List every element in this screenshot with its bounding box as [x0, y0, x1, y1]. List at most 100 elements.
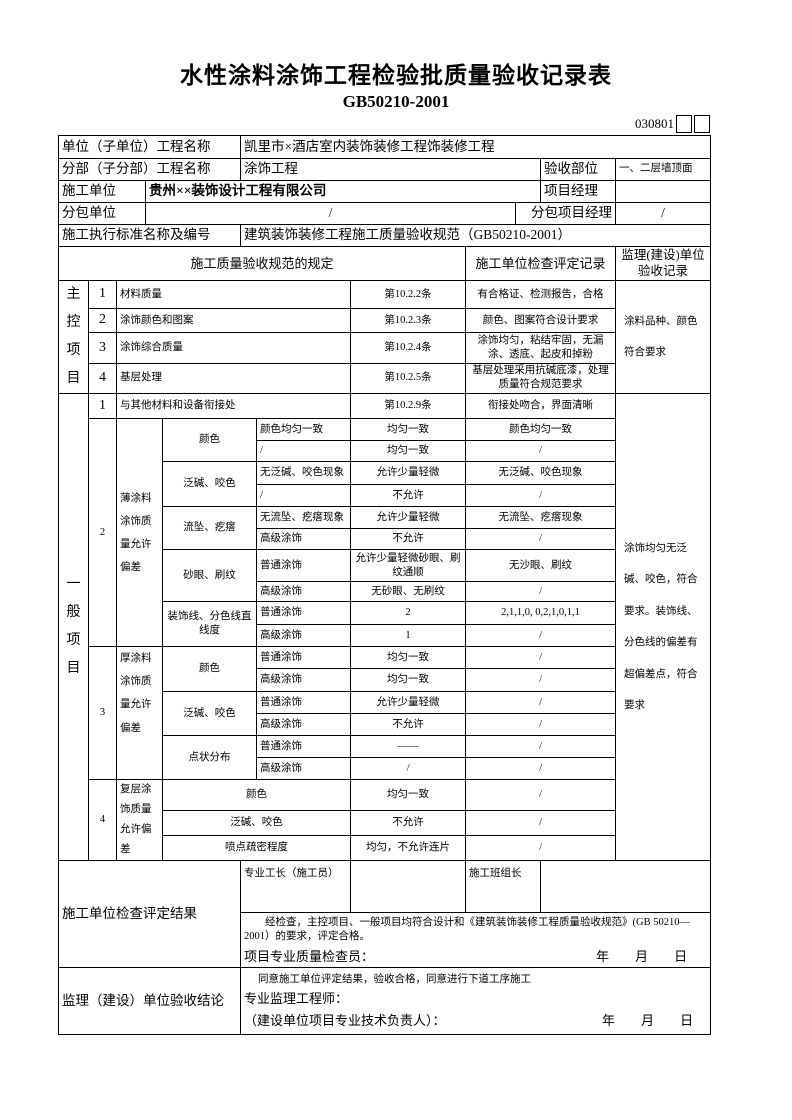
table-row: 主控项目 1 材料质量 第10.2.2条 有合格证、检测报告，合格 涂料品种、颜色符合要求 [58, 280, 712, 395]
check-record[interactable]: / [465, 624, 617, 648]
month-label: 月 [641, 1012, 655, 1028]
table-row: 分包单位 / 分包项目经理 / [58, 202, 712, 225]
day-label: 日 [674, 949, 688, 965]
check-item: 喷点疏密程度 [161, 835, 352, 861]
foreman-label: 专业工长（施工员） [240, 860, 352, 913]
check-record[interactable]: / [465, 440, 617, 463]
check-record[interactable]: / [465, 528, 617, 551]
header-contractor-record: 施工单位检查评定记录 [465, 245, 617, 282]
item-record[interactable]: 涂饰均匀，粘结牢固，无漏涂、透底、起皮和掉粉 [465, 332, 617, 364]
grade: 普通涂饰 [256, 549, 352, 583]
table-row: 泛碱、咬色 不允许 / [59, 809, 711, 837]
table-row: 3 厚涂料涂饰质量允许偏差 颜色 普通涂饰 均匀一致 / [59, 646, 711, 781]
grade: 无流坠、疙瘩现象 [256, 506, 352, 530]
label-char: 目 [66, 661, 81, 677]
item-name: 基层处理 [115, 362, 352, 395]
main-control-label: 主控项目 [58, 280, 89, 395]
check-item: 砂眼、刷纹 [161, 549, 258, 603]
check-record[interactable]: / [465, 809, 617, 837]
item-record[interactable]: 衔接处吻合，界面清晰 [465, 393, 617, 420]
sub-manager-value[interactable]: / [615, 202, 712, 225]
form-title: 水性涂料涂饰工程检验批质量验收记录表 [180, 63, 612, 88]
table-row: 2 涂饰颜色和图案 第10.2.3条 颜色、图案符合设计要求 [59, 308, 711, 334]
table-row: 施工单位 贵州××装饰设计工程有限公司 项目经理 [58, 180, 712, 203]
check-record[interactable]: / [465, 581, 617, 603]
year-label: 年 [602, 1012, 616, 1028]
item-record[interactable]: 有合格证、检测报告，合格 [465, 280, 617, 310]
table-row: / 不允许 / [59, 484, 711, 508]
foreman-value[interactable] [350, 860, 467, 913]
grade: / [256, 440, 352, 463]
check-item: 泛碱、咬色 [161, 461, 258, 508]
item-clause: 第10.2.3条 [350, 308, 467, 334]
unit-project-value[interactable]: 凯里市×酒店室内装饰装修工程饰装修工程 [240, 135, 712, 159]
check-record[interactable]: / [465, 757, 617, 781]
date-fields: 年月日 [576, 1012, 707, 1030]
item-number: 1 [88, 393, 117, 420]
contractor-label: 施工单位 [58, 180, 146, 203]
project-manager-value[interactable] [615, 180, 712, 203]
check-record[interactable]: 无沙眼、刷纹 [465, 549, 617, 583]
table-row: 高级涂饰 无砂眼、无刷纹 / [59, 581, 711, 603]
check-record[interactable]: / [465, 691, 617, 715]
table-row: 装饰线、分色线直线度 普通涂饰 2 2,1,1,0, 0,2,1,0,1,1 [59, 601, 711, 648]
contractor-value[interactable]: 贵州××装饰设计工程有限公司 [144, 180, 542, 203]
team-leader-value[interactable] [540, 860, 712, 913]
grade: 高级涂饰 [256, 624, 352, 648]
table-row: / 均匀一致 / [59, 440, 711, 463]
header-spec: 施工质量验收规范的规定 [57, 245, 467, 282]
grade: 普通涂饰 [256, 646, 352, 670]
sub-project-value[interactable]: 涂饰工程 [240, 158, 542, 181]
check-record[interactable]: / [465, 835, 617, 861]
form-number-box-2[interactable] [694, 115, 710, 133]
criterion: 2 [350, 601, 467, 626]
supervisor-result-content: 同意施工单位评定结果，验收合格，同意进行下道工序施工 专业监理工程师： （建设单位项… [240, 967, 712, 1035]
grade: 高级涂饰 [256, 668, 352, 693]
check-record[interactable]: / [465, 646, 617, 670]
check-record[interactable]: 颜色均匀一致 [465, 418, 617, 442]
table-row: 2 薄涂料涂饰质量允许偏差 颜色 颜色均匀一致 均匀一致 颜色均匀一致 [59, 418, 711, 648]
acceptance-part-value[interactable]: 一、二层墙顶面 [615, 158, 712, 181]
subcontractor-value[interactable]: / [144, 202, 517, 225]
table-row: 泛碱、咬色 无泛碱、咬色现象 允许少量轻微 无泛碱、咬色现象 [59, 461, 711, 508]
item-clause: 第10.2.5条 [350, 362, 467, 395]
criterion: 不允许 [350, 484, 467, 508]
acceptance-part-label: 验收部位 [540, 158, 617, 181]
criterion: 均匀一致 [350, 779, 467, 811]
day-label: 日 [680, 1012, 694, 1028]
criterion: 均匀一致 [350, 440, 467, 463]
unit-project-label: 单位（子单位）工程名称 [57, 135, 242, 159]
criterion: 允许少量轻微 [350, 691, 467, 715]
item-clause: 第10.2.9条 [350, 393, 467, 420]
item-record[interactable]: 基层处理采用抗碱底漆，处理质量符合规范要求 [465, 362, 617, 395]
standard-value[interactable]: 建筑装饰装修工程施工质量验收规范（GB50210-2001） [240, 224, 712, 247]
grade: 高级涂饰 [256, 757, 352, 781]
label-char: 控 [66, 315, 81, 331]
table-row: 3 涂饰综合质量 第10.2.4条 涂饰均匀，粘结牢固，无漏涂、透底、起皮和掉粉 [59, 332, 711, 364]
standard-label: 施工执行标准名称及编号 [57, 224, 242, 247]
check-record[interactable]: / [465, 713, 617, 737]
check-record[interactable]: 无泛碱、咬色现象 [465, 461, 617, 486]
criterion: 不允许 [350, 713, 467, 737]
grade: / [256, 484, 352, 508]
subcontractor-label: 分包单位 [58, 202, 146, 225]
check-record[interactable]: / [465, 779, 617, 811]
table-row: 施工质量验收规范的规定 施工单位检查评定记录 监理(建设)单位验收记录 [57, 245, 712, 282]
main-control-supervisor[interactable]: 涂料品种、颜色符合要求 [615, 280, 712, 395]
check-record[interactable]: 2,1,1,0, 0,2,1,0,1,1 [465, 601, 617, 626]
form-number-box-1[interactable] [676, 115, 692, 133]
label-char: 项 [66, 633, 81, 649]
check-record[interactable]: 无流坠、疙瘩现象 [465, 506, 617, 530]
section-label: 复层涂饰质量允许偏差 [116, 779, 163, 861]
check-record[interactable]: / [465, 735, 617, 759]
general-supervisor[interactable]: 涂饰均匀无泛碱、咬色，符合要求。装饰线、分色线的偏差有超偏差点，符合要求 [615, 393, 712, 861]
criterion: 无砂眼、无刷纹 [350, 581, 467, 603]
criterion: 均匀一致 [350, 668, 467, 693]
inspection-record-table: 单位（子单位）工程名称 凯里市×酒店室内装饰装修工程饰装修工程 分部（子分部）工程名… [57, 135, 712, 1035]
item-number: 2 [88, 308, 117, 334]
check-record[interactable]: / [465, 484, 617, 508]
check-record[interactable]: / [465, 668, 617, 693]
grade: 高级涂饰 [256, 713, 352, 737]
item-record[interactable]: 颜色、图案符合设计要求 [465, 308, 617, 334]
item-number: 1 [88, 280, 117, 310]
